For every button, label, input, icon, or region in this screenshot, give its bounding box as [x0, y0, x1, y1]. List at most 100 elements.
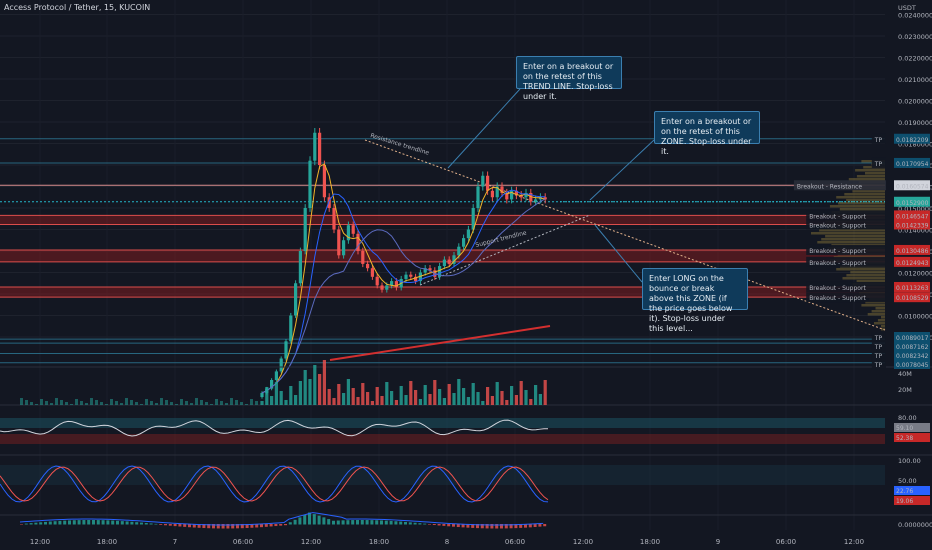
volume-bar: [165, 400, 168, 405]
volume-bar: [337, 384, 341, 405]
volume-profile-bar: [848, 178, 885, 181]
volume-bar: [298, 381, 302, 405]
y-tick-label: 0.0180000: [898, 141, 932, 149]
macd-bar: [509, 524, 513, 529]
rsi-badge: [894, 423, 930, 432]
volume-bar: [175, 404, 178, 405]
candle-body: [447, 259, 451, 264]
price-level-label: TP: [874, 161, 883, 168]
volume-bar: [85, 403, 88, 405]
candle-body: [332, 208, 336, 230]
volume-profile-bar: [865, 301, 885, 304]
support-trendline-label: Support trendline: [475, 229, 528, 249]
macd-bar: [48, 521, 52, 525]
volume-bar: [529, 399, 533, 405]
price-level-label: Breakout - Support: [809, 285, 866, 292]
candle-body: [514, 190, 518, 196]
volume-profile-bar: [861, 304, 885, 307]
volume-profile-bar: [839, 208, 885, 211]
macd-bar: [370, 520, 374, 525]
macd-bar: [413, 522, 417, 525]
volume-bar: [250, 399, 253, 405]
price-level-tag: [806, 244, 886, 255]
candle-body: [452, 255, 456, 264]
volume-bar: [471, 383, 475, 405]
candle-body: [327, 197, 331, 208]
volume-bar: [481, 401, 485, 405]
note-long: Enter LONG on the bounce or break above …: [642, 268, 748, 333]
stoch-badge: [894, 496, 930, 505]
macd-bar: [149, 523, 153, 525]
candle-body: [380, 285, 384, 290]
candle-body: [346, 225, 350, 241]
price-level-label: Breakout - Support: [809, 213, 866, 220]
volume-bar: [519, 381, 523, 405]
macd-bar: [82, 520, 86, 525]
volume-bar: [318, 374, 322, 405]
macd-bar: [87, 520, 91, 525]
volume-bar: [385, 382, 389, 405]
candle-body: [313, 132, 317, 161]
macd-bar: [135, 522, 139, 525]
candle-body: [490, 190, 494, 198]
macd-bar: [130, 521, 134, 525]
y-tick-label: 0.0230000: [898, 33, 932, 41]
candle-body: [385, 285, 389, 290]
volume-profile-bar: [811, 232, 885, 235]
volume-bar: [70, 404, 73, 405]
macd-bar: [125, 521, 129, 525]
price-level-label: Breakout - Support: [809, 222, 866, 229]
volume-bar: [505, 400, 509, 405]
candle-body: [409, 274, 413, 277]
volume-profile-bar: [842, 277, 885, 280]
macd-bar: [101, 520, 105, 525]
time-axis: 12:00 18:00 7 06:00 12:00 18:00 8 06:00 12:00 18:…: [30, 538, 864, 546]
macd-bar: [375, 520, 379, 525]
macd-bar: [288, 522, 292, 525]
volume-bar: [366, 392, 370, 405]
price-level-badge: [894, 196, 930, 207]
y-tick-label: 0.0190000: [898, 119, 932, 127]
x-tick-label: 12:00: [30, 538, 50, 546]
macd-bar: [216, 524, 220, 529]
volume-bar: [476, 392, 480, 405]
macd-bar: [490, 524, 494, 529]
macd-bar: [293, 519, 297, 525]
volume-bar: [346, 379, 350, 405]
volume-bar: [115, 401, 118, 405]
macd-bar: [538, 524, 542, 527]
macd-bar: [173, 524, 177, 527]
volume-bar: [45, 401, 48, 405]
note-zone: Enter on a breakout or on the retest of …: [654, 111, 760, 156]
price-level-label: TP: [874, 344, 883, 351]
macd-bar: [274, 524, 278, 527]
candle-body: [534, 199, 538, 202]
macd-bar: [255, 524, 259, 528]
volume-bar: [215, 399, 218, 405]
y-tick-label: 0.0150000: [898, 205, 932, 213]
volume-bar: [361, 383, 365, 405]
candle-body: [361, 251, 365, 264]
rsi-value: 52.38: [896, 435, 913, 442]
volume-profile-bar: [877, 319, 885, 322]
macd-bar: [63, 520, 67, 525]
candle-body: [486, 175, 490, 191]
rsi-tick: 80.00: [898, 414, 917, 422]
volume-bar: [240, 402, 243, 405]
y-tick-label: 0.0120000: [898, 270, 932, 278]
macd-bar: [447, 524, 451, 527]
rsi-band: [0, 434, 885, 444]
macd-bar: [312, 514, 316, 525]
rsi-value: 59.10: [896, 425, 913, 432]
note-connector: [447, 88, 521, 169]
candle-body: [279, 358, 283, 372]
macd-bar: [533, 524, 537, 528]
macd-bar: [269, 524, 273, 527]
y-tick-label: 0.0210000: [898, 76, 932, 84]
candle-body: [322, 165, 326, 198]
volume-bar: [294, 395, 298, 405]
x-tick-label: 18:00: [369, 538, 389, 546]
macd-bar: [504, 524, 508, 529]
candle-body: [538, 197, 542, 200]
